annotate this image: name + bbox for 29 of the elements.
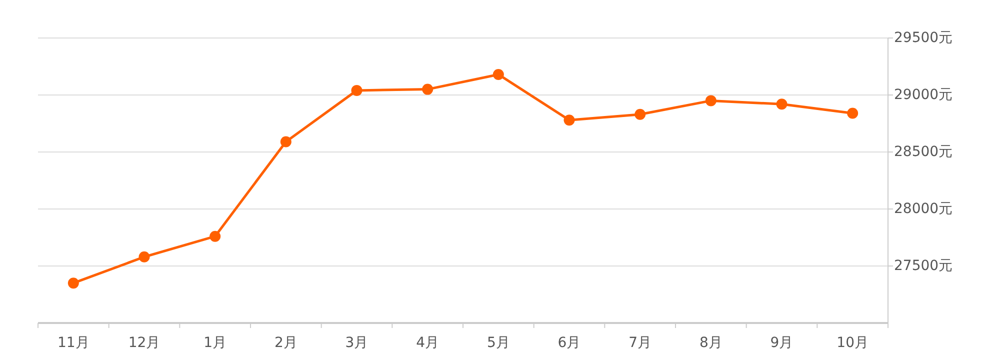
x-tick-label: 8月	[699, 335, 722, 351]
y-tick-label: 27500元	[894, 258, 953, 274]
y-tick-label: 29500元	[894, 30, 953, 46]
x-tick-label: 12月	[128, 335, 160, 351]
point	[634, 108, 646, 120]
point	[492, 68, 504, 80]
point	[68, 278, 79, 289]
x-tick-label: 1月	[204, 335, 227, 351]
point	[280, 136, 292, 148]
x-tick-label: 10月	[836, 335, 868, 351]
x-tick-label: 11月	[58, 335, 90, 351]
y-tick-label: 28000元	[894, 201, 953, 217]
point	[847, 108, 858, 119]
x-tick-label: 2月	[274, 335, 298, 351]
point	[422, 84, 434, 95]
point	[776, 98, 788, 110]
x-tick-label: 6月	[558, 335, 581, 351]
y-tick-label: 29000元	[894, 87, 953, 103]
x-tick-label: 7月	[628, 335, 652, 351]
point	[564, 114, 575, 126]
x-tick-label: 9月	[770, 335, 794, 351]
x-tick-label: 5月	[486, 335, 510, 351]
point	[705, 95, 716, 106]
x-tick-label: 3月	[345, 335, 368, 351]
x-tick-label: 4月	[416, 335, 440, 351]
y-tick-label: 28500元	[894, 144, 953, 160]
point	[351, 84, 362, 96]
point	[210, 230, 221, 242]
point	[138, 251, 150, 262]
